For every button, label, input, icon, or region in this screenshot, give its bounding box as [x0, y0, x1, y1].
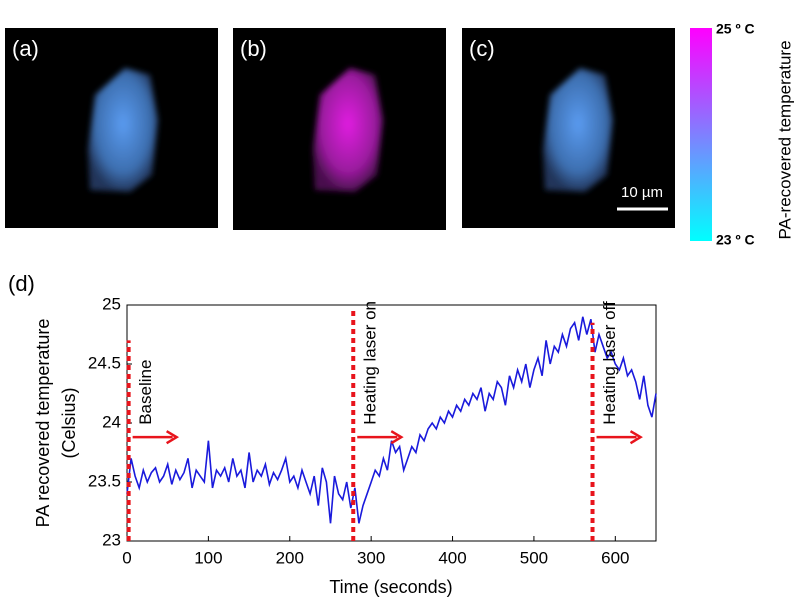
x-tick-label: 600	[601, 548, 629, 567]
x-tick-label: 0	[122, 548, 131, 567]
y-tick-label: 23	[102, 530, 121, 549]
event-arrowhead	[390, 430, 404, 445]
colorbar: 25 º C 23 º C PA-recovered temperature	[690, 21, 794, 248]
y-tick-label: 24.5	[88, 353, 121, 372]
data-line	[126, 316, 657, 524]
plot-area	[126, 304, 657, 542]
x-tick-label: 300	[357, 548, 385, 567]
event-arrowhead	[629, 430, 643, 445]
y-tick-label: 23.5	[88, 471, 121, 490]
panel-label: (c)	[469, 36, 495, 61]
event-label: Heating laser on	[361, 301, 380, 425]
colorbar-title: PA-recovered temperature	[775, 40, 794, 239]
y-tick-label: 24	[102, 412, 121, 431]
x-tick-label: 400	[438, 548, 466, 567]
event-label: Baseline	[136, 360, 155, 425]
panel-a: (a)	[5, 28, 218, 228]
panel-c: (c) 10 µm	[462, 28, 675, 228]
x-tick-label: 100	[194, 548, 222, 567]
y-axis-title: (Celsius)	[59, 387, 79, 458]
colorbar-top: 25 º C	[716, 21, 755, 37]
panel-label: (a)	[12, 36, 39, 61]
event-label: Heating laser off	[600, 301, 619, 425]
x-tick-label: 200	[276, 548, 304, 567]
panel-label: (d)	[8, 271, 35, 296]
scale-bar-label: 10 µm	[621, 184, 663, 201]
colorbar-bottom: 23 º C	[716, 232, 755, 248]
y-tick-label: 25	[102, 294, 121, 313]
x-tick-label: 500	[520, 548, 548, 567]
panel-label: (b)	[240, 36, 267, 61]
x-axis-title: Time (seconds)	[329, 577, 452, 597]
plot: 0 100 200 300 400 500 600 23 23.5 24 24.5 25 Baselin…	[88, 294, 657, 567]
panel-b: (b)	[233, 28, 446, 230]
event-arrowhead	[165, 430, 180, 445]
y-axis-title: PA recovered temperature	[33, 319, 53, 528]
